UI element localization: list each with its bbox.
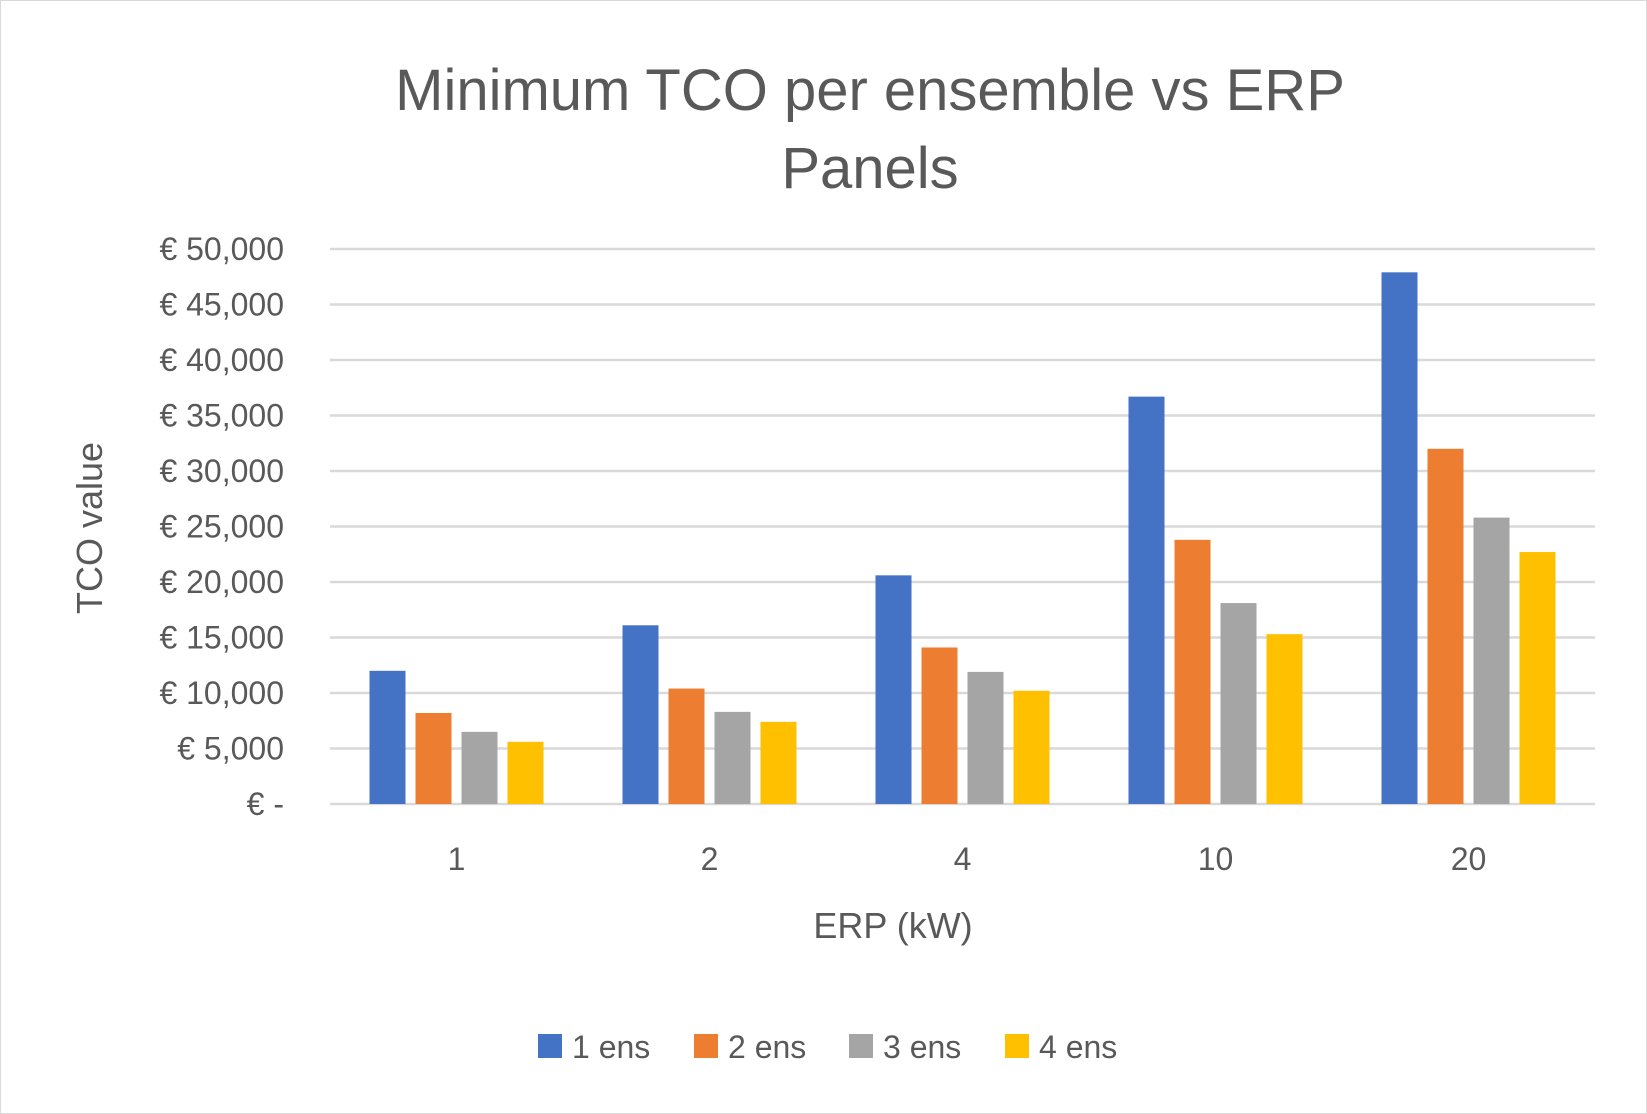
- y-axis-tick-labels: € - € 5,000 € 10,000 € 15,000 € 20,000 € 25,0…: [159, 231, 284, 822]
- bar-3-ens-4: [967, 671, 1004, 804]
- y-tick-label: € 20,000: [159, 564, 284, 600]
- bar-1-ens-4: [875, 575, 912, 804]
- bar-1-ens-2: [622, 625, 659, 804]
- y-tick-label: € 5,000: [177, 731, 284, 767]
- bar-1-ens-10: [1128, 396, 1165, 804]
- legend-label-2-ens: 2 ens: [728, 1029, 806, 1065]
- bar-4-ens-10: [1266, 634, 1303, 804]
- legend: 1 ens 2 ens 3 ens 4 ens: [538, 1029, 1117, 1065]
- y-tick-label: € 10,000: [159, 675, 284, 711]
- y-tick-label: € 45,000: [159, 287, 284, 323]
- bar-2-ens-1: [415, 712, 452, 804]
- y-axis-title: TCO value: [69, 442, 110, 614]
- bar-3-ens-2: [714, 711, 751, 804]
- x-tick-label: 1: [448, 841, 466, 877]
- legend-swatch-2-ens: [694, 1034, 718, 1058]
- y-tick-label: € -: [247, 786, 284, 822]
- y-tick-label: € 40,000: [159, 342, 284, 378]
- chart-title-line2: Panels: [781, 136, 958, 201]
- bar-3-ens-1: [461, 731, 498, 804]
- y-tick-label: € 30,000: [159, 453, 284, 489]
- x-axis-title: ERP (kW): [813, 905, 972, 946]
- y-tick-label: € 25,000: [159, 509, 284, 545]
- legend-label-4-ens: 4 ens: [1039, 1029, 1117, 1065]
- bar-2-ens-4: [921, 647, 958, 804]
- bar-3-ens-10: [1220, 603, 1257, 804]
- bar-3-ens-20: [1473, 517, 1510, 804]
- legend-swatch-1-ens: [538, 1034, 562, 1058]
- legend-swatch-4-ens: [1005, 1034, 1029, 1058]
- bar-4-ens-20: [1519, 552, 1556, 804]
- x-tick-label: 10: [1198, 841, 1234, 877]
- bar-4-ens-1: [507, 741, 544, 804]
- x-axis-tick-labels: 1 2 4 10 20: [448, 841, 1487, 877]
- x-tick-label: 2: [701, 841, 719, 877]
- y-tick-label: € 35,000: [159, 398, 284, 434]
- x-tick-label: 20: [1451, 841, 1487, 877]
- bars: [369, 272, 1556, 804]
- bar-1-ens-20: [1381, 272, 1418, 804]
- legend-label-3-ens: 3 ens: [883, 1029, 961, 1065]
- bar-2-ens-20: [1427, 448, 1464, 804]
- chart-title-line1: Minimum TCO per ensemble vs ERP: [395, 58, 1345, 123]
- x-tick-label: 4: [954, 841, 972, 877]
- bar-2-ens-10: [1174, 539, 1211, 804]
- bar-2-ens-2: [668, 688, 705, 804]
- bar-4-ens-2: [760, 721, 797, 804]
- legend-label-1-ens: 1 ens: [572, 1029, 650, 1065]
- bar-4-ens-4: [1013, 690, 1050, 804]
- y-tick-label: € 50,000: [159, 231, 284, 267]
- bar-1-ens-1: [369, 670, 406, 804]
- legend-swatch-3-ens: [849, 1034, 873, 1058]
- y-tick-label: € 15,000: [159, 620, 284, 656]
